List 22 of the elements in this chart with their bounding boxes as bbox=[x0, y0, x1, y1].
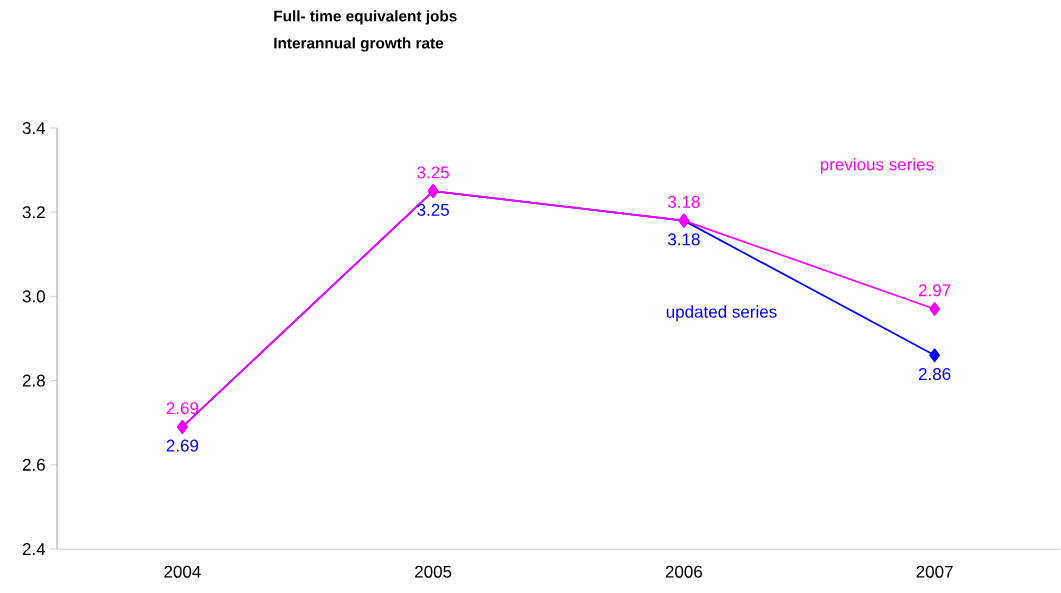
x-tick-label: 2004 bbox=[164, 565, 201, 578]
data-label: 3.25 bbox=[417, 166, 449, 179]
data-label: 2.97 bbox=[918, 284, 951, 297]
series-label: updated series bbox=[666, 305, 777, 322]
x-tick-label: 2005 bbox=[415, 565, 452, 578]
y-tick-label: 2.6 bbox=[22, 458, 45, 471]
y-tick-label: 3.0 bbox=[22, 290, 45, 303]
data-label: 3.18 bbox=[667, 233, 700, 246]
x-tick-label: 2006 bbox=[665, 565, 703, 578]
y-tick-label: 2.4 bbox=[22, 543, 46, 555]
y-tick-label: 3.2 bbox=[22, 206, 45, 219]
chart-subtitle: Interannual growth rate bbox=[274, 37, 444, 52]
data-label: 3.25 bbox=[417, 203, 449, 216]
data-label: 2.86 bbox=[918, 368, 951, 381]
y-tick-label: 2.8 bbox=[22, 374, 45, 387]
data-label: 2.69 bbox=[166, 402, 199, 415]
data-label: 2.69 bbox=[166, 439, 199, 452]
data-label: 3.18 bbox=[667, 195, 700, 208]
x-tick-label: 2007 bbox=[916, 565, 953, 578]
text: previous series bbox=[820, 157, 934, 174]
y-tick-label: 3.4 bbox=[22, 121, 46, 135]
chart-title: Full- time equivalent jobs bbox=[274, 10, 457, 25]
